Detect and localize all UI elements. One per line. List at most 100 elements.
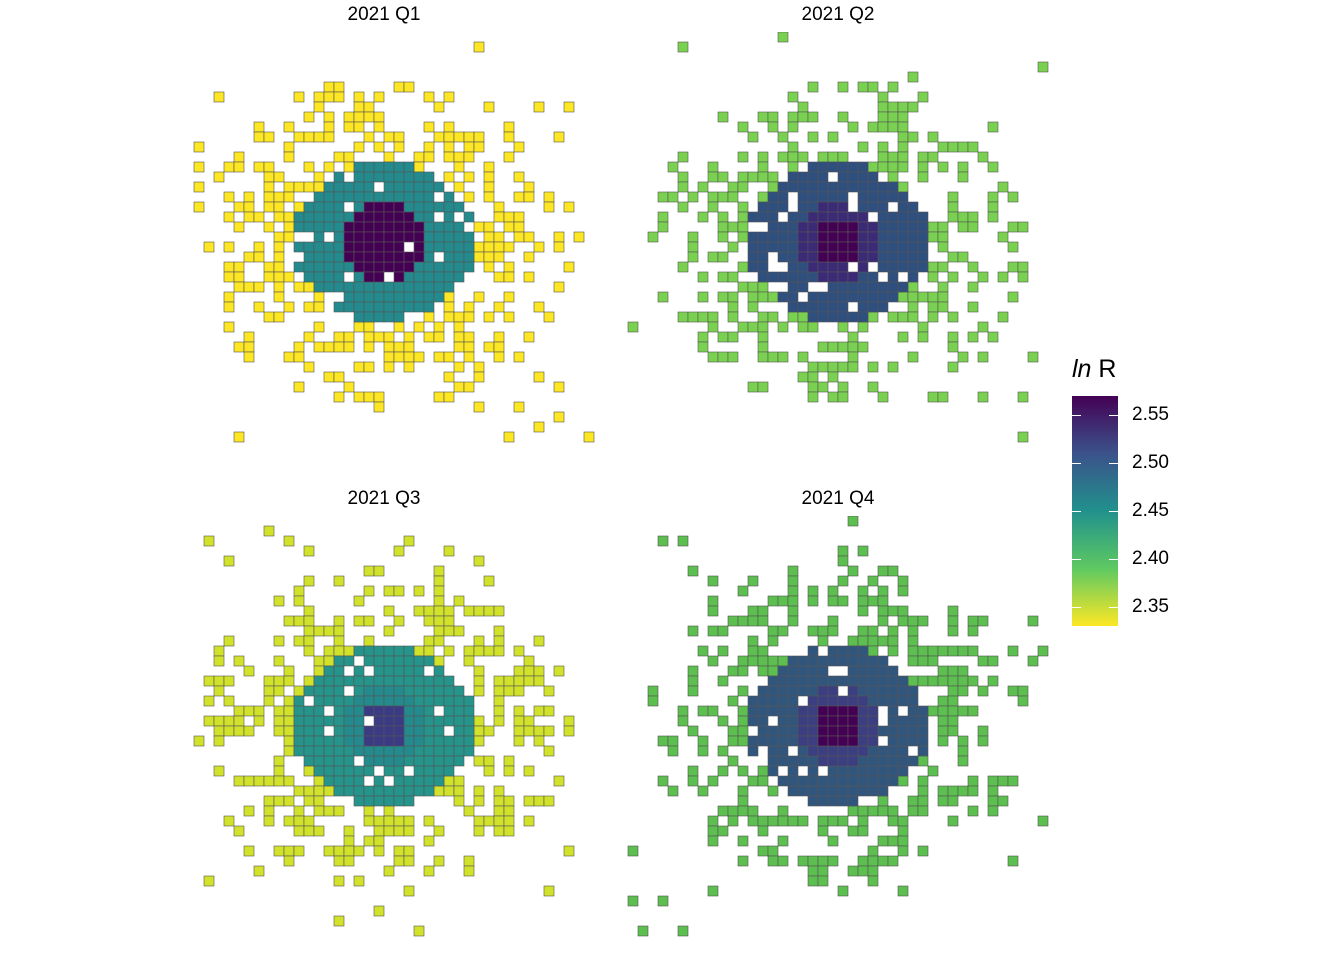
grid-cell bbox=[837, 231, 849, 243]
grid-cell bbox=[373, 815, 385, 827]
grid-cell bbox=[283, 745, 295, 757]
grid-cell bbox=[747, 615, 759, 627]
grid-cell bbox=[707, 251, 719, 263]
grid-cell bbox=[403, 785, 415, 797]
grid-cell bbox=[777, 32, 789, 43]
grid-cell bbox=[857, 605, 869, 617]
grid-cell bbox=[323, 735, 335, 747]
grid-cell bbox=[967, 221, 979, 233]
grid-cell bbox=[353, 735, 365, 747]
grid-cell bbox=[767, 351, 779, 363]
grid-cell bbox=[283, 191, 295, 203]
grid-cell bbox=[977, 151, 989, 163]
grid-cell bbox=[433, 595, 445, 607]
grid-cell bbox=[413, 925, 425, 937]
grid-cell bbox=[193, 161, 205, 173]
grid-cell bbox=[987, 795, 999, 807]
grid-cell bbox=[857, 181, 869, 193]
grid-cell bbox=[383, 745, 395, 757]
grid-cell bbox=[333, 575, 345, 587]
grid-cell bbox=[483, 101, 495, 113]
grid-cell bbox=[807, 865, 819, 877]
grid-cell bbox=[737, 281, 749, 293]
grid-cell bbox=[1037, 645, 1049, 657]
grid-cell bbox=[837, 211, 849, 223]
grid-cell bbox=[717, 351, 729, 363]
grid-cell bbox=[867, 231, 879, 243]
map-panel-q1: 2021 Q1 bbox=[160, 2, 608, 472]
grid-cell bbox=[283, 151, 295, 163]
grid-cell bbox=[847, 715, 859, 727]
grid-cell bbox=[343, 161, 355, 173]
grid-cell bbox=[887, 81, 899, 93]
grid-cell bbox=[383, 715, 395, 727]
grid-cell bbox=[363, 211, 375, 223]
grid-cell bbox=[373, 735, 385, 747]
grid-cell bbox=[213, 675, 225, 687]
grid-cell bbox=[777, 775, 789, 787]
grid-cell bbox=[433, 725, 445, 737]
grid-cell bbox=[583, 431, 595, 443]
grid-cell bbox=[283, 675, 295, 687]
grid-cell bbox=[413, 291, 425, 303]
grid-cell bbox=[867, 251, 879, 263]
grid-cell bbox=[917, 291, 929, 303]
grid-cell bbox=[747, 645, 759, 657]
grid-cell bbox=[353, 271, 365, 283]
grid-cell bbox=[847, 645, 859, 657]
grid-cell bbox=[293, 845, 305, 857]
grid-cell bbox=[947, 605, 959, 617]
grid-cell bbox=[777, 241, 789, 253]
grid-cell bbox=[887, 361, 899, 373]
grid-cell bbox=[697, 271, 709, 283]
grid-cell bbox=[503, 261, 515, 273]
grid-cell bbox=[817, 705, 829, 717]
grid-cell bbox=[413, 605, 425, 617]
grid-cell bbox=[727, 271, 739, 283]
grid-cell bbox=[877, 151, 889, 163]
grid-cell bbox=[777, 271, 789, 283]
grid-cell bbox=[787, 575, 799, 587]
grid-cell bbox=[393, 735, 405, 747]
grid-cell bbox=[423, 835, 435, 847]
grid-cell bbox=[233, 281, 245, 293]
grid-cell bbox=[797, 705, 809, 717]
grid-cell bbox=[353, 291, 365, 303]
grid-cell bbox=[967, 785, 979, 797]
grid-cell bbox=[523, 331, 535, 343]
grid-cell bbox=[383, 241, 395, 253]
grid-cell bbox=[757, 271, 769, 283]
grid-cell bbox=[907, 301, 919, 313]
grid-cell bbox=[323, 271, 335, 283]
grid-cell bbox=[313, 341, 325, 353]
grid-cell bbox=[857, 775, 869, 787]
grid-cell bbox=[807, 301, 819, 313]
grid-cell bbox=[313, 715, 325, 727]
grid-cell bbox=[373, 675, 385, 687]
grid-cell bbox=[767, 785, 779, 797]
grid-cell bbox=[877, 101, 889, 113]
grid-cell bbox=[987, 121, 999, 133]
grid-cell bbox=[463, 231, 475, 243]
grid-cell bbox=[403, 271, 415, 283]
grid-cell bbox=[897, 755, 909, 767]
grid-cell bbox=[443, 151, 455, 163]
grid-cell bbox=[213, 685, 225, 697]
map-panel-q4: 2021 Q4 bbox=[614, 486, 1062, 956]
grid-cell bbox=[453, 775, 465, 787]
grid-cell bbox=[857, 211, 869, 223]
grid-cell bbox=[403, 655, 415, 667]
grid-cell bbox=[233, 705, 245, 717]
grid-cell bbox=[947, 725, 959, 737]
grid-cell bbox=[777, 675, 789, 687]
grid-cell bbox=[767, 291, 779, 303]
grid-cell bbox=[837, 221, 849, 233]
grid-cell bbox=[433, 655, 445, 667]
grid-cell bbox=[253, 251, 265, 263]
grid-cell bbox=[747, 291, 759, 303]
grid-cell bbox=[443, 765, 455, 777]
grid-cell bbox=[957, 221, 969, 233]
grid-cell bbox=[503, 241, 515, 253]
grid-cell bbox=[493, 715, 505, 727]
grid-cell bbox=[343, 191, 355, 203]
